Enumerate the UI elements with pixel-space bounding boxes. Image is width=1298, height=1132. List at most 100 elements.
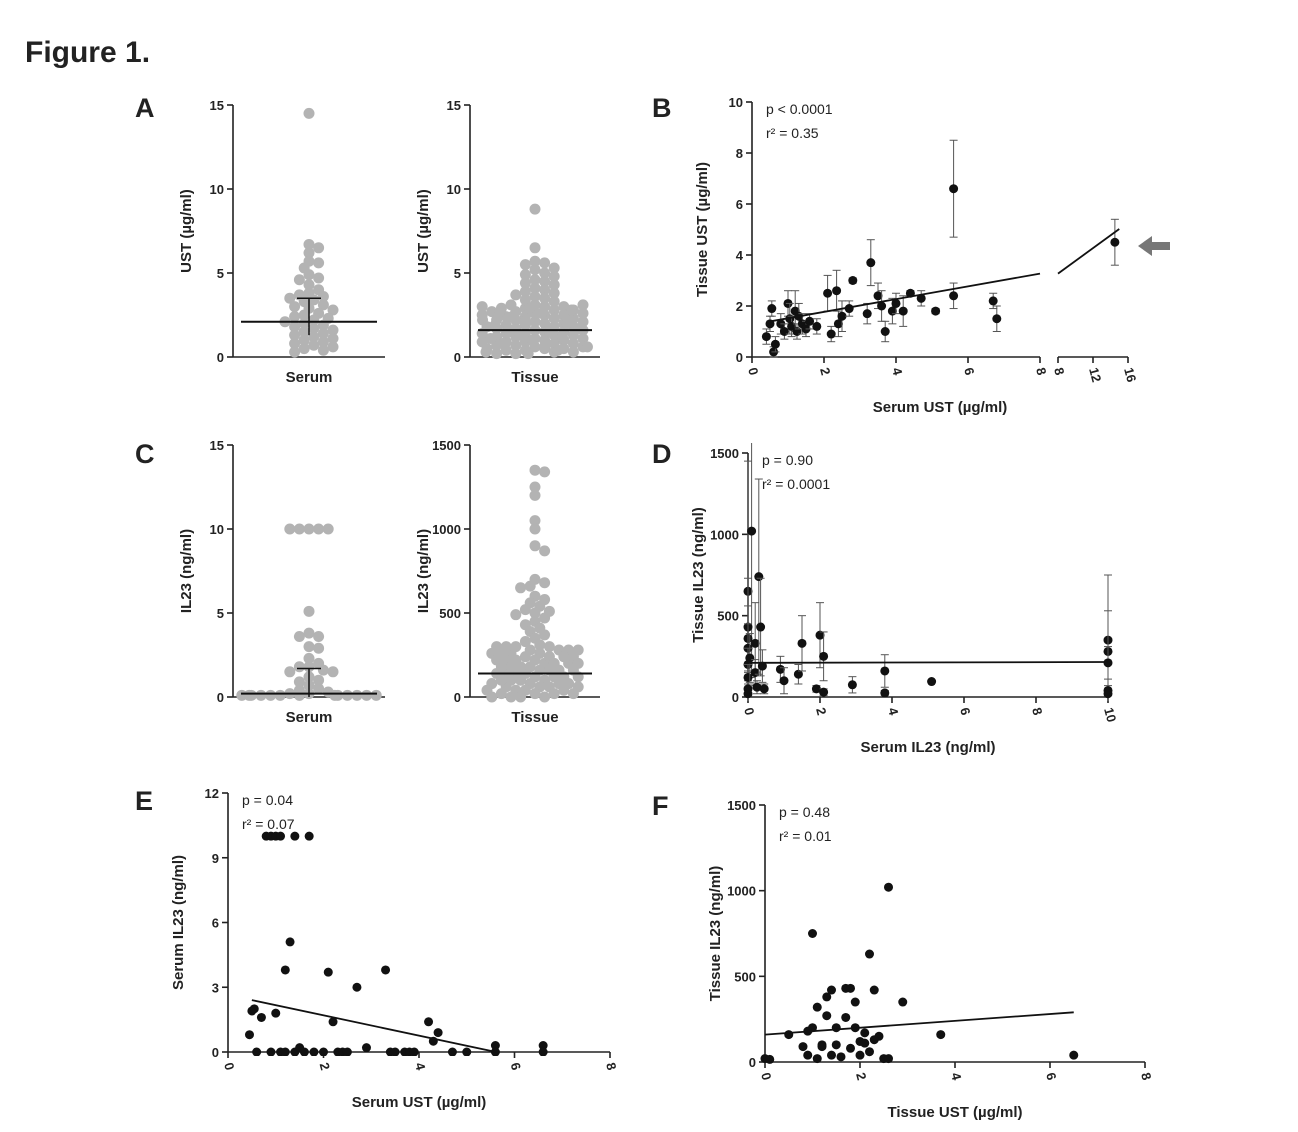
- dot: [529, 540, 541, 552]
- point: [833, 319, 843, 329]
- dot: [495, 674, 507, 686]
- panel-label: B: [652, 93, 672, 123]
- point: [992, 314, 1002, 324]
- y-tick-label: 10: [210, 522, 224, 537]
- y-tick-label: 8: [736, 146, 743, 161]
- annotation: r² = 0.07: [242, 816, 295, 832]
- dot: [565, 304, 577, 316]
- point: [898, 997, 908, 1007]
- point: [880, 688, 890, 698]
- dot: [529, 464, 541, 476]
- plot-area: [760, 882, 1079, 1064]
- point: [244, 1030, 254, 1040]
- point: [319, 1047, 328, 1056]
- dot: [317, 299, 329, 311]
- dot: [529, 255, 541, 267]
- dot: [497, 338, 509, 350]
- dot: [322, 523, 334, 535]
- dot: [505, 691, 517, 703]
- dot: [313, 631, 325, 643]
- point: [756, 622, 766, 632]
- point: [352, 982, 362, 992]
- dot: [534, 639, 546, 651]
- point: [855, 1050, 865, 1060]
- y-tick-label: 0: [454, 690, 461, 705]
- point: [1069, 1050, 1079, 1060]
- fit-line: [1057, 228, 1120, 275]
- point: [869, 1035, 879, 1045]
- y-tick-label: 15: [447, 98, 461, 113]
- dot: [529, 607, 541, 619]
- dot: [519, 269, 531, 281]
- point: [850, 997, 860, 1007]
- y-tick-label: 10: [447, 182, 461, 197]
- point: [538, 1041, 548, 1051]
- y-tick-label: 1000: [710, 527, 739, 542]
- dot: [313, 674, 325, 686]
- y-tick-label: 500: [717, 609, 739, 624]
- dot: [327, 324, 339, 336]
- dot: [510, 339, 522, 351]
- dot: [519, 636, 531, 648]
- y-tick-label: 1000: [727, 884, 756, 899]
- x-axis-label: Tissue UST (µg/ml): [887, 1104, 1022, 1121]
- x-tick-label: 6: [961, 366, 977, 377]
- annotation: p = 0.04: [242, 792, 293, 808]
- point: [779, 676, 789, 686]
- y-tick-label: 5: [217, 266, 224, 281]
- point: [884, 1054, 893, 1064]
- y-tick-label: 1500: [727, 798, 756, 813]
- point: [750, 638, 760, 648]
- point: [424, 1017, 434, 1027]
- dot: [552, 344, 564, 356]
- point: [927, 677, 937, 687]
- dot: [539, 466, 551, 478]
- point: [869, 985, 879, 995]
- y-tick-label: 2: [736, 299, 743, 314]
- panel-label: C: [135, 439, 155, 469]
- point: [846, 1043, 855, 1053]
- point: [873, 291, 883, 301]
- x-tick-label: 4: [885, 706, 902, 718]
- x-tick-label: 0: [741, 706, 757, 717]
- point: [381, 965, 391, 975]
- dot: [298, 326, 310, 338]
- dot: [317, 336, 329, 348]
- dot: [327, 304, 339, 316]
- point: [822, 992, 832, 1002]
- point: [837, 311, 847, 321]
- y-tick-label: 15: [210, 98, 224, 113]
- dot: [529, 203, 541, 215]
- x-tick-label: 8: [1033, 366, 1049, 377]
- annotation: p = 0.48: [779, 804, 830, 820]
- dot: [524, 580, 536, 592]
- panel-label: D: [652, 439, 672, 469]
- point: [865, 949, 874, 959]
- y-tick-label: 1500: [432, 438, 461, 453]
- y-tick-label: 6: [212, 916, 219, 931]
- point: [916, 293, 926, 303]
- point: [361, 1043, 371, 1053]
- point: [1110, 237, 1120, 247]
- dot: [313, 257, 325, 269]
- dot: [308, 294, 320, 306]
- point: [846, 983, 855, 993]
- x-tick-label: 8: [1138, 1071, 1154, 1082]
- point: [803, 1050, 813, 1060]
- x-tick-label: 4: [948, 1071, 965, 1083]
- point: [898, 306, 908, 316]
- y-tick-label: 3: [212, 980, 219, 995]
- dot: [567, 338, 579, 350]
- x-axis-label: Serum UST (µg/ml): [352, 1094, 487, 1111]
- dot: [539, 267, 551, 279]
- dot: [529, 515, 541, 527]
- dot: [303, 247, 315, 259]
- y-axis-label: Tissue UST (µg/ml): [694, 162, 711, 297]
- dot: [289, 321, 301, 333]
- dot: [515, 582, 527, 594]
- dot: [519, 604, 531, 616]
- point: [831, 1040, 841, 1050]
- point: [811, 684, 821, 694]
- dot: [506, 311, 518, 323]
- dot: [567, 688, 579, 700]
